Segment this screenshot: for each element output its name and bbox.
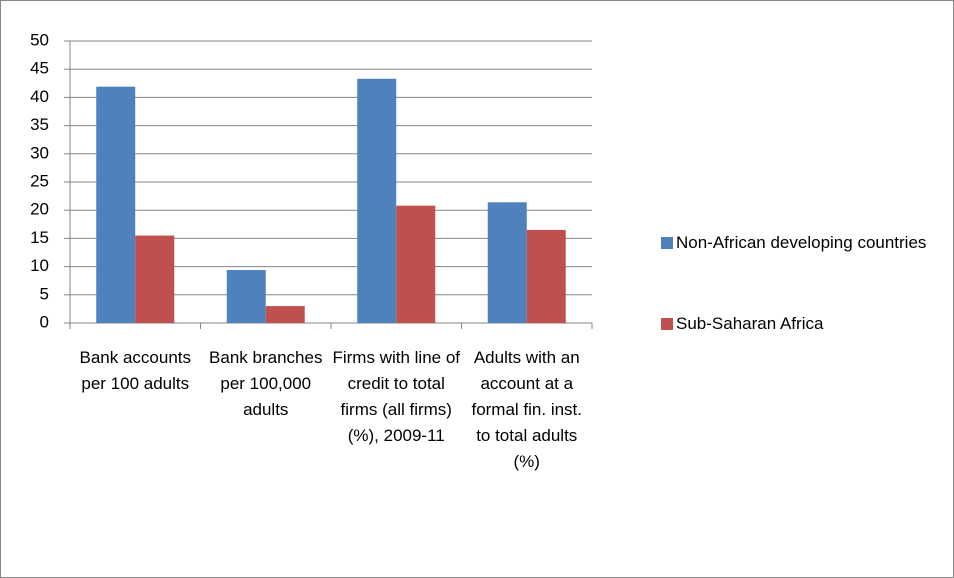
bar bbox=[226, 269, 266, 323]
x-tick-label: Bank branches per 100,000 adults bbox=[209, 348, 323, 419]
bar bbox=[135, 235, 175, 323]
y-tick-label: 0 bbox=[40, 312, 49, 331]
y-tick-label: 40 bbox=[30, 87, 49, 106]
y-tick-label: 20 bbox=[30, 200, 49, 219]
bar bbox=[96, 86, 136, 324]
bar bbox=[526, 229, 566, 323]
y-tick-label: 50 bbox=[30, 30, 49, 49]
bar bbox=[357, 78, 397, 324]
bar bbox=[487, 202, 527, 323]
y-tick-label: 30 bbox=[30, 143, 49, 162]
bar bbox=[396, 205, 436, 323]
y-tick-label: 15 bbox=[30, 228, 49, 247]
x-tick-label: Bank accounts per 100 adults bbox=[79, 348, 191, 393]
legend-item: Sub-Saharan Africa bbox=[661, 310, 951, 338]
legend-swatch bbox=[661, 318, 673, 330]
legend-item: Non-African developing countries bbox=[661, 229, 951, 257]
y-tick-label: 25 bbox=[30, 171, 49, 190]
y-tick-label: 45 bbox=[30, 59, 49, 78]
y-tick-label: 5 bbox=[40, 284, 49, 303]
y-tick-label: 35 bbox=[30, 115, 49, 134]
legend-label: Non-African developing countries bbox=[676, 233, 927, 252]
legend-label: Sub-Saharan Africa bbox=[676, 314, 824, 333]
x-tick-label: Adults with an account at a formal fin. … bbox=[471, 348, 583, 471]
legend-swatch bbox=[661, 237, 673, 249]
bar bbox=[265, 306, 305, 323]
y-tick-label: 10 bbox=[30, 256, 49, 275]
x-tick-label: Firms with line of credit to total firms… bbox=[332, 348, 461, 445]
